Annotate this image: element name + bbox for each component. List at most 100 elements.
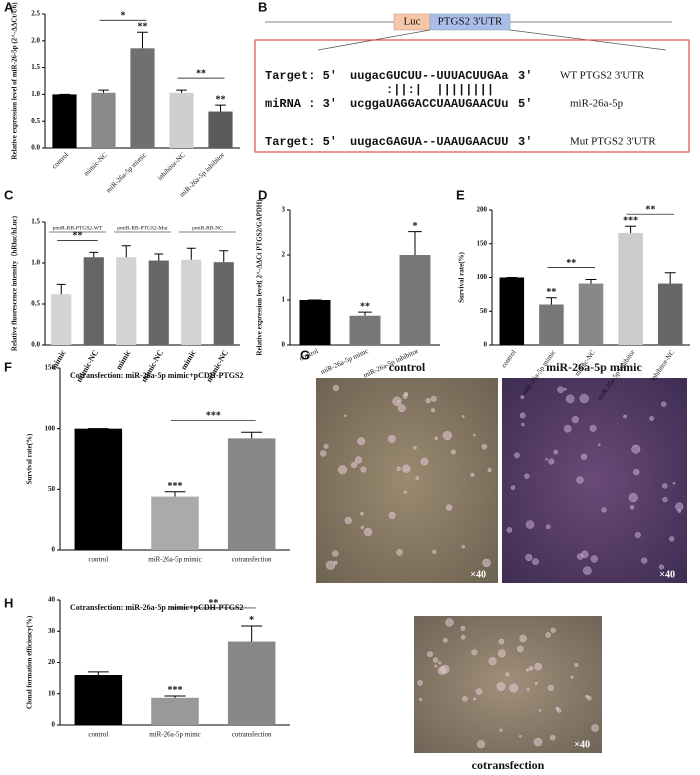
cell [582, 566, 592, 575]
cell [677, 509, 682, 513]
cell [545, 457, 548, 461]
error-bar [408, 231, 422, 255]
cell [445, 618, 454, 627]
sequence-box [254, 39, 690, 153]
cell [528, 666, 534, 671]
y-tick-label: 0 [52, 546, 56, 554]
cell [534, 681, 538, 685]
row-suffix: 5' [518, 97, 532, 111]
cell [545, 632, 551, 638]
cell [574, 662, 579, 668]
bar [74, 428, 123, 550]
bar [399, 255, 431, 345]
cell [360, 466, 367, 473]
error-bar [98, 89, 109, 93]
cell [420, 457, 429, 466]
cell [534, 662, 543, 671]
cell [445, 504, 453, 511]
significance: ** [196, 68, 206, 79]
panel-label: H [4, 595, 13, 610]
cell [396, 466, 401, 471]
error-bar [56, 283, 66, 295]
cell [392, 396, 402, 406]
cell [597, 443, 601, 447]
cell [432, 657, 439, 663]
significance: ** [73, 231, 83, 242]
cell [623, 414, 628, 419]
error-bar [241, 625, 263, 642]
cell [461, 544, 465, 549]
cell [442, 637, 448, 643]
cell [579, 393, 589, 404]
micrograph [414, 616, 602, 753]
cell [658, 564, 665, 570]
cell [473, 433, 476, 437]
cell [516, 645, 524, 653]
cell [629, 505, 635, 510]
sequence: uugacGUCUU--UUUACUUGAa [350, 69, 508, 83]
cell [576, 476, 584, 484]
significance: ** [645, 204, 655, 215]
image-label: control [389, 360, 426, 374]
significance: * [249, 615, 254, 626]
cell [547, 684, 554, 692]
error-bar [121, 245, 131, 258]
cell [510, 485, 516, 490]
bar [578, 283, 604, 345]
cell [397, 404, 406, 413]
y-tick-label: 200 [477, 206, 488, 214]
significance: ** [360, 301, 370, 312]
panel-label: C [4, 187, 14, 202]
y-tick-label: 3 [282, 206, 286, 214]
error-bar [664, 272, 676, 284]
utr-box [429, 13, 511, 31]
x-tick-label: inhibitor-NC [649, 348, 676, 382]
y-tick-label: 0 [282, 341, 286, 349]
sequence: ucggaUAGGACCUAAUGAACUu [350, 97, 508, 111]
y-tick-label: 50 [480, 307, 488, 315]
bar [116, 257, 137, 345]
cell [363, 527, 373, 537]
magnification: ×40 [470, 569, 486, 580]
cell [360, 511, 364, 516]
error-bar [137, 31, 148, 49]
cell [506, 527, 513, 533]
cell [633, 468, 640, 476]
panel-label: E [456, 187, 465, 202]
cell [628, 492, 638, 503]
error-bar [358, 311, 372, 316]
x-tick-label: mimic-NC [82, 151, 109, 178]
row-suffix: 3' [518, 69, 532, 83]
y-axis-label: Relative fluorescence intensity（hRluc/hL… [11, 215, 19, 351]
bar [83, 257, 104, 345]
bar [618, 232, 643, 345]
significance: *** [623, 215, 638, 226]
cell [434, 436, 439, 441]
cell [413, 445, 417, 450]
bar [208, 111, 233, 148]
cell [344, 516, 352, 525]
y-tick-label: 10 [48, 689, 56, 697]
cell [519, 634, 527, 643]
cell [419, 697, 423, 702]
error-bar [186, 247, 196, 260]
cell [585, 694, 589, 699]
bar [52, 94, 77, 148]
panel-g: control miR-26a-5p mimic cotransfection … [316, 360, 687, 772]
cell [403, 490, 408, 494]
cell [550, 627, 556, 633]
cell [589, 424, 597, 432]
cell [442, 430, 452, 441]
row-prefix: Target: 5' [265, 135, 337, 149]
cell [570, 675, 574, 679]
y-tick-label: 0.0 [31, 341, 40, 349]
cell [438, 661, 442, 665]
image-label: miR-26a-5p mimic [546, 360, 642, 374]
y-tick-label: 1.0 [31, 90, 40, 98]
cell [661, 401, 667, 407]
bar [148, 260, 169, 345]
cell [631, 444, 641, 454]
significance: ** [546, 287, 556, 298]
group-label: pmiR-RB-NC [192, 225, 223, 231]
